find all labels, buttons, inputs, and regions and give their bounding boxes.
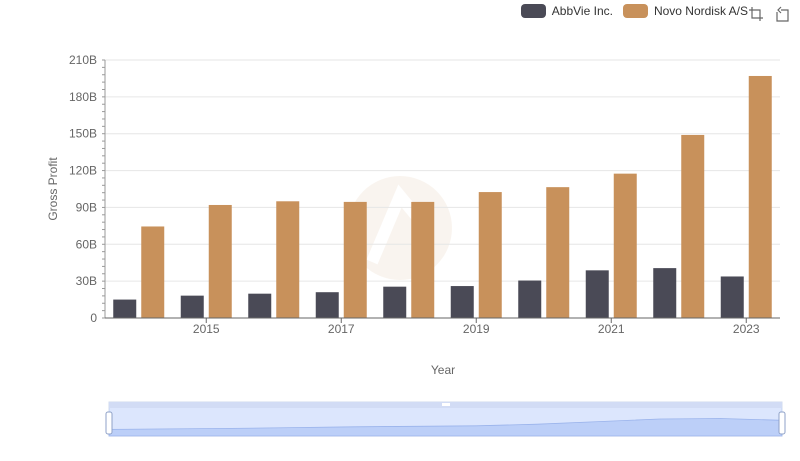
y-tick-label: 90B	[76, 200, 97, 214]
datazoom-slider[interactable]	[105, 401, 786, 437]
legend-item-novo[interactable]: Novo Nordisk A/S	[622, 4, 748, 18]
bar-novo[interactable]	[478, 192, 502, 318]
x-tick-label: 2021	[598, 322, 625, 336]
x-tick-label: 2019	[463, 322, 490, 336]
x-axis-label: Year	[431, 363, 455, 377]
restore-icon[interactable]	[774, 6, 790, 22]
y-tick-label: 180B	[69, 90, 97, 104]
datazoom-overview-area	[108, 418, 783, 437]
x-tick-label: 2015	[193, 322, 220, 336]
bar-novo[interactable]	[546, 187, 570, 318]
bar-novo[interactable]	[748, 75, 772, 318]
datazoom-handle-left[interactable]	[105, 411, 113, 435]
watermark-logo	[348, 176, 452, 280]
bar-novo[interactable]	[343, 201, 367, 318]
bar-novo[interactable]	[141, 226, 165, 318]
datazoom-handle-right[interactable]	[778, 411, 786, 435]
x-tick-label: 2017	[328, 322, 355, 336]
y-axis-label: Gross Profit	[46, 157, 60, 221]
bar-novo[interactable]	[208, 204, 232, 318]
bar-novo[interactable]	[411, 201, 435, 318]
y-tick-label: 60B	[76, 237, 97, 251]
bar-abbvie[interactable]	[585, 270, 609, 318]
bar-abbvie[interactable]	[113, 299, 137, 318]
bar-abbvie[interactable]	[450, 286, 474, 318]
bar-novo[interactable]	[613, 173, 637, 318]
bar-novo[interactable]	[276, 201, 300, 318]
legend-swatch-novo	[622, 4, 648, 18]
bar-abbvie[interactable]	[518, 280, 542, 318]
toolbox	[748, 6, 790, 22]
y-tick-label: 0	[90, 311, 97, 325]
legend: AbbVie Inc. Novo Nordisk A/S	[520, 4, 748, 18]
legend-label-abbvie: AbbVie Inc.	[551, 4, 613, 18]
x-tick-label: 2023	[733, 322, 760, 336]
legend-swatch-abbvie	[520, 4, 546, 18]
y-tick-label: 30B	[76, 274, 97, 288]
bar-abbvie[interactable]	[315, 292, 339, 318]
bar-abbvie[interactable]	[383, 286, 407, 318]
bar-abbvie[interactable]	[248, 293, 272, 318]
legend-label-novo: Novo Nordisk A/S	[653, 4, 748, 18]
bar-novo[interactable]	[681, 134, 705, 318]
bar-abbvie[interactable]	[720, 276, 744, 318]
y-tick-label: 120B	[69, 164, 97, 178]
y-tick-label: 150B	[69, 127, 97, 141]
bar-abbvie[interactable]	[653, 268, 677, 318]
legend-item-abbvie[interactable]: AbbVie Inc.	[520, 4, 613, 18]
bar-abbvie[interactable]	[180, 295, 204, 318]
datazoom-move-grip	[442, 403, 450, 406]
zoom-icon[interactable]	[748, 6, 764, 22]
y-tick-label: 210B	[69, 53, 97, 67]
